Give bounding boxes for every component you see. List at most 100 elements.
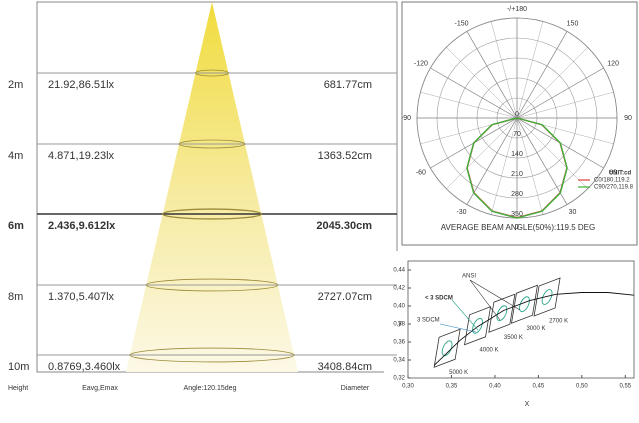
footer-height: Height <box>8 385 28 392</box>
chromaticity-panel <box>384 251 638 422</box>
spoke <box>516 21 544 119</box>
y-tick-label: 0,40 <box>393 304 405 310</box>
x-tick-label: 0,50 <box>576 384 588 390</box>
spoke <box>516 117 544 215</box>
spoke <box>490 21 518 119</box>
ansi-quadrangle <box>510 284 538 324</box>
footer-diameter: Diameter <box>341 385 370 392</box>
cct-label: 3000 K <box>526 326 545 332</box>
ansi-quadrangle <box>533 277 561 317</box>
intensity-curve <box>466 117 568 219</box>
height-label: 4m <box>8 150 23 162</box>
angle-tick-label: 30 <box>569 209 577 216</box>
y-tick-label: 0,36 <box>393 340 405 346</box>
ansi-quadrangle <box>433 328 461 368</box>
spoke <box>446 117 518 189</box>
sdcm-lt-label: < 3 SDCM <box>425 296 453 302</box>
angle-grid <box>466 117 518 205</box>
beam-ring <box>178 139 246 149</box>
spoke <box>516 47 588 119</box>
y-tick-label: 0,42 <box>393 286 405 292</box>
sdcm-ellipse <box>519 296 530 313</box>
y-tick-label: 0,44 <box>393 268 405 274</box>
cone-diagram: 2m 21.92,86.51lx 681.77cm 4m 4.871,19.23lx 13… <box>8 69 397 392</box>
beam-ring <box>129 347 295 363</box>
height-label: 10m <box>8 361 29 373</box>
x-tick-label: 0,30 <box>402 384 414 390</box>
cct-label: 5000 K <box>449 370 468 376</box>
cct-label: 2700 K <box>549 319 568 325</box>
angle-tick-label: -120 <box>414 60 428 67</box>
angle-tick-label: -90 <box>401 115 411 122</box>
illuminance-label: 1.370,5.407lx <box>48 291 115 303</box>
angle-tick-label: -60 <box>416 169 426 176</box>
beam-ring <box>162 208 262 220</box>
angle-tick-label: -150 <box>454 20 468 27</box>
x-tick-label: 0,55 <box>619 384 631 390</box>
footer-illuminance: Eavg,Emax <box>82 385 118 392</box>
y-tick-label: 0,38 <box>393 322 405 328</box>
y-axis-label: y <box>398 320 402 327</box>
polar-chart: 070140210280350-/+180-150150-120120-9090… <box>401 6 634 232</box>
spoke <box>490 117 518 215</box>
legend-label: C0/180,119.2 <box>594 178 630 184</box>
x-tick-label: 0,40 <box>489 384 501 390</box>
ansi-arrow <box>469 279 501 321</box>
x-tick-label: 0,35 <box>446 384 458 390</box>
caption: AVERAGE BEAM ANGLE(50%):119.5 DEG <box>441 223 595 232</box>
cct-label: 4000 K <box>480 347 499 353</box>
sdcm-lt-arrow <box>451 299 479 331</box>
sdcm-ellipse <box>541 289 553 305</box>
height-label: 8m <box>8 291 23 303</box>
y-tick-label: 0,32 <box>393 376 405 382</box>
sdcm-ellipse <box>496 305 508 322</box>
chromaticity-chart: 0,30 0,35 0,40 0,45 0,50 0,55 0,32 0,34 0,36 0,38… <box>393 260 635 408</box>
x-axis-label: X <box>525 401 530 408</box>
angle-tick-label: -30 <box>456 209 466 216</box>
angle-tick-label: 120 <box>607 60 619 67</box>
angle-grid <box>516 67 604 119</box>
polar-frame <box>401 1 638 246</box>
height-label: 2m <box>8 79 23 91</box>
beam-ring <box>195 69 229 77</box>
light-cone <box>126 2 298 372</box>
spoke <box>420 91 518 119</box>
illuminance-label: 21.92,86.51lx <box>48 79 115 91</box>
ansi-quadrangle <box>488 293 516 333</box>
illuminance-label: 2.436,9.612lx <box>48 220 116 232</box>
diameter-label: 2727.07cm <box>318 291 372 303</box>
angle-grid <box>466 31 518 119</box>
illuminance-label: 4.871,19.23lx <box>48 150 115 162</box>
sdcm-label: 3 SDCM <box>417 318 440 324</box>
legend-label: C90/270,119.8 <box>594 185 634 191</box>
plot-frame <box>407 260 635 379</box>
y-tick-label: 0,34 <box>393 358 405 364</box>
ansi-arrow <box>469 279 521 311</box>
ansi-label: ANSI <box>462 274 476 280</box>
diameter-label: 681.77cm <box>324 79 372 91</box>
cct-label: 3500 K <box>504 335 523 341</box>
spoke <box>516 117 588 189</box>
footer-angle: Angle:120.15deg <box>184 385 237 392</box>
sdcm-arrow <box>439 323 477 333</box>
beam-ring <box>145 278 279 292</box>
angle-tick-label: 150 <box>567 20 579 27</box>
angle-tick-label: 0 <box>515 224 519 231</box>
angle-tick-label: 60 <box>609 169 617 176</box>
angle-grid <box>516 117 568 205</box>
diameter-label: 1363.52cm <box>318 150 372 162</box>
angle-grid <box>430 67 518 119</box>
planckian-locus <box>433 292 635 366</box>
spoke <box>516 91 614 119</box>
diameter-label: 2045.30cm <box>316 220 372 232</box>
diameter-label: 3408.84cm <box>318 361 372 373</box>
angle-tick-label: -/+180 <box>507 6 527 13</box>
x-tick-label: 0,45 <box>533 384 545 390</box>
ansi-quadrangle <box>464 306 492 346</box>
angle-grid <box>516 31 568 119</box>
sdcm-ellipse <box>472 317 483 334</box>
spoke <box>446 47 518 119</box>
height-label: 6m <box>8 220 24 232</box>
illuminance-label: 0.8769,3.460lx <box>48 361 121 373</box>
